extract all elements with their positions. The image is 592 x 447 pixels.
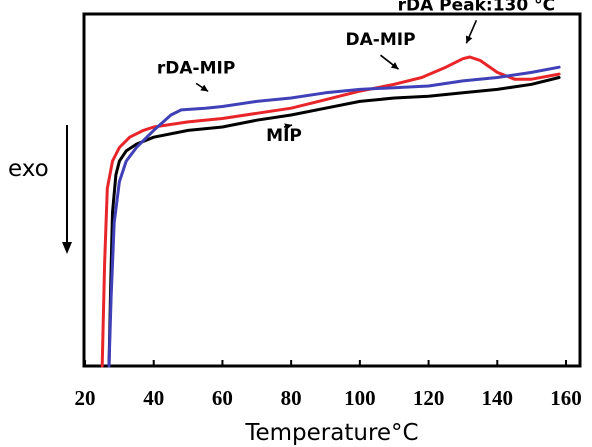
x-tick-label: 20 [75,386,96,410]
annotation-arrowhead-icon [390,62,399,70]
x-tick-label: 80 [281,386,302,410]
x-tick-label: 100 [344,386,376,410]
series-line-rda-mip [107,65,561,368]
annotation-label: rDA-MIP [157,58,235,78]
x-axis-label: Temperature°C [244,420,418,446]
plot-frame [82,12,582,368]
annotation-label: MIP [266,126,302,146]
series-line-mip [107,76,561,368]
series-layer [100,55,561,368]
x-tick-label: 140 [482,386,514,410]
exo-down-arrow-icon [62,125,72,254]
annotation-label: rDA Peak:130 °C [398,0,556,15]
annotation-label: DA-MIP [346,30,416,50]
annotation-arrowhead-icon [200,84,209,92]
x-tick-label: 120 [413,386,445,410]
annotation-arrowhead-icon [284,123,293,131]
x-tick-label: 40 [143,386,164,410]
annotation-layer: rDA Peak:130 °C DA-MIP rDA-MIP MIP [157,0,555,146]
annotation-arrowhead-icon [465,35,473,44]
x-tick-label: 60 [212,386,233,410]
x-tick-label: 160 [550,386,582,410]
y-axis-label: exo [8,156,49,182]
series-line-da-mip [100,55,561,368]
x-tick-layer: 20 40 60 80 100 120 140 160 [75,360,582,410]
